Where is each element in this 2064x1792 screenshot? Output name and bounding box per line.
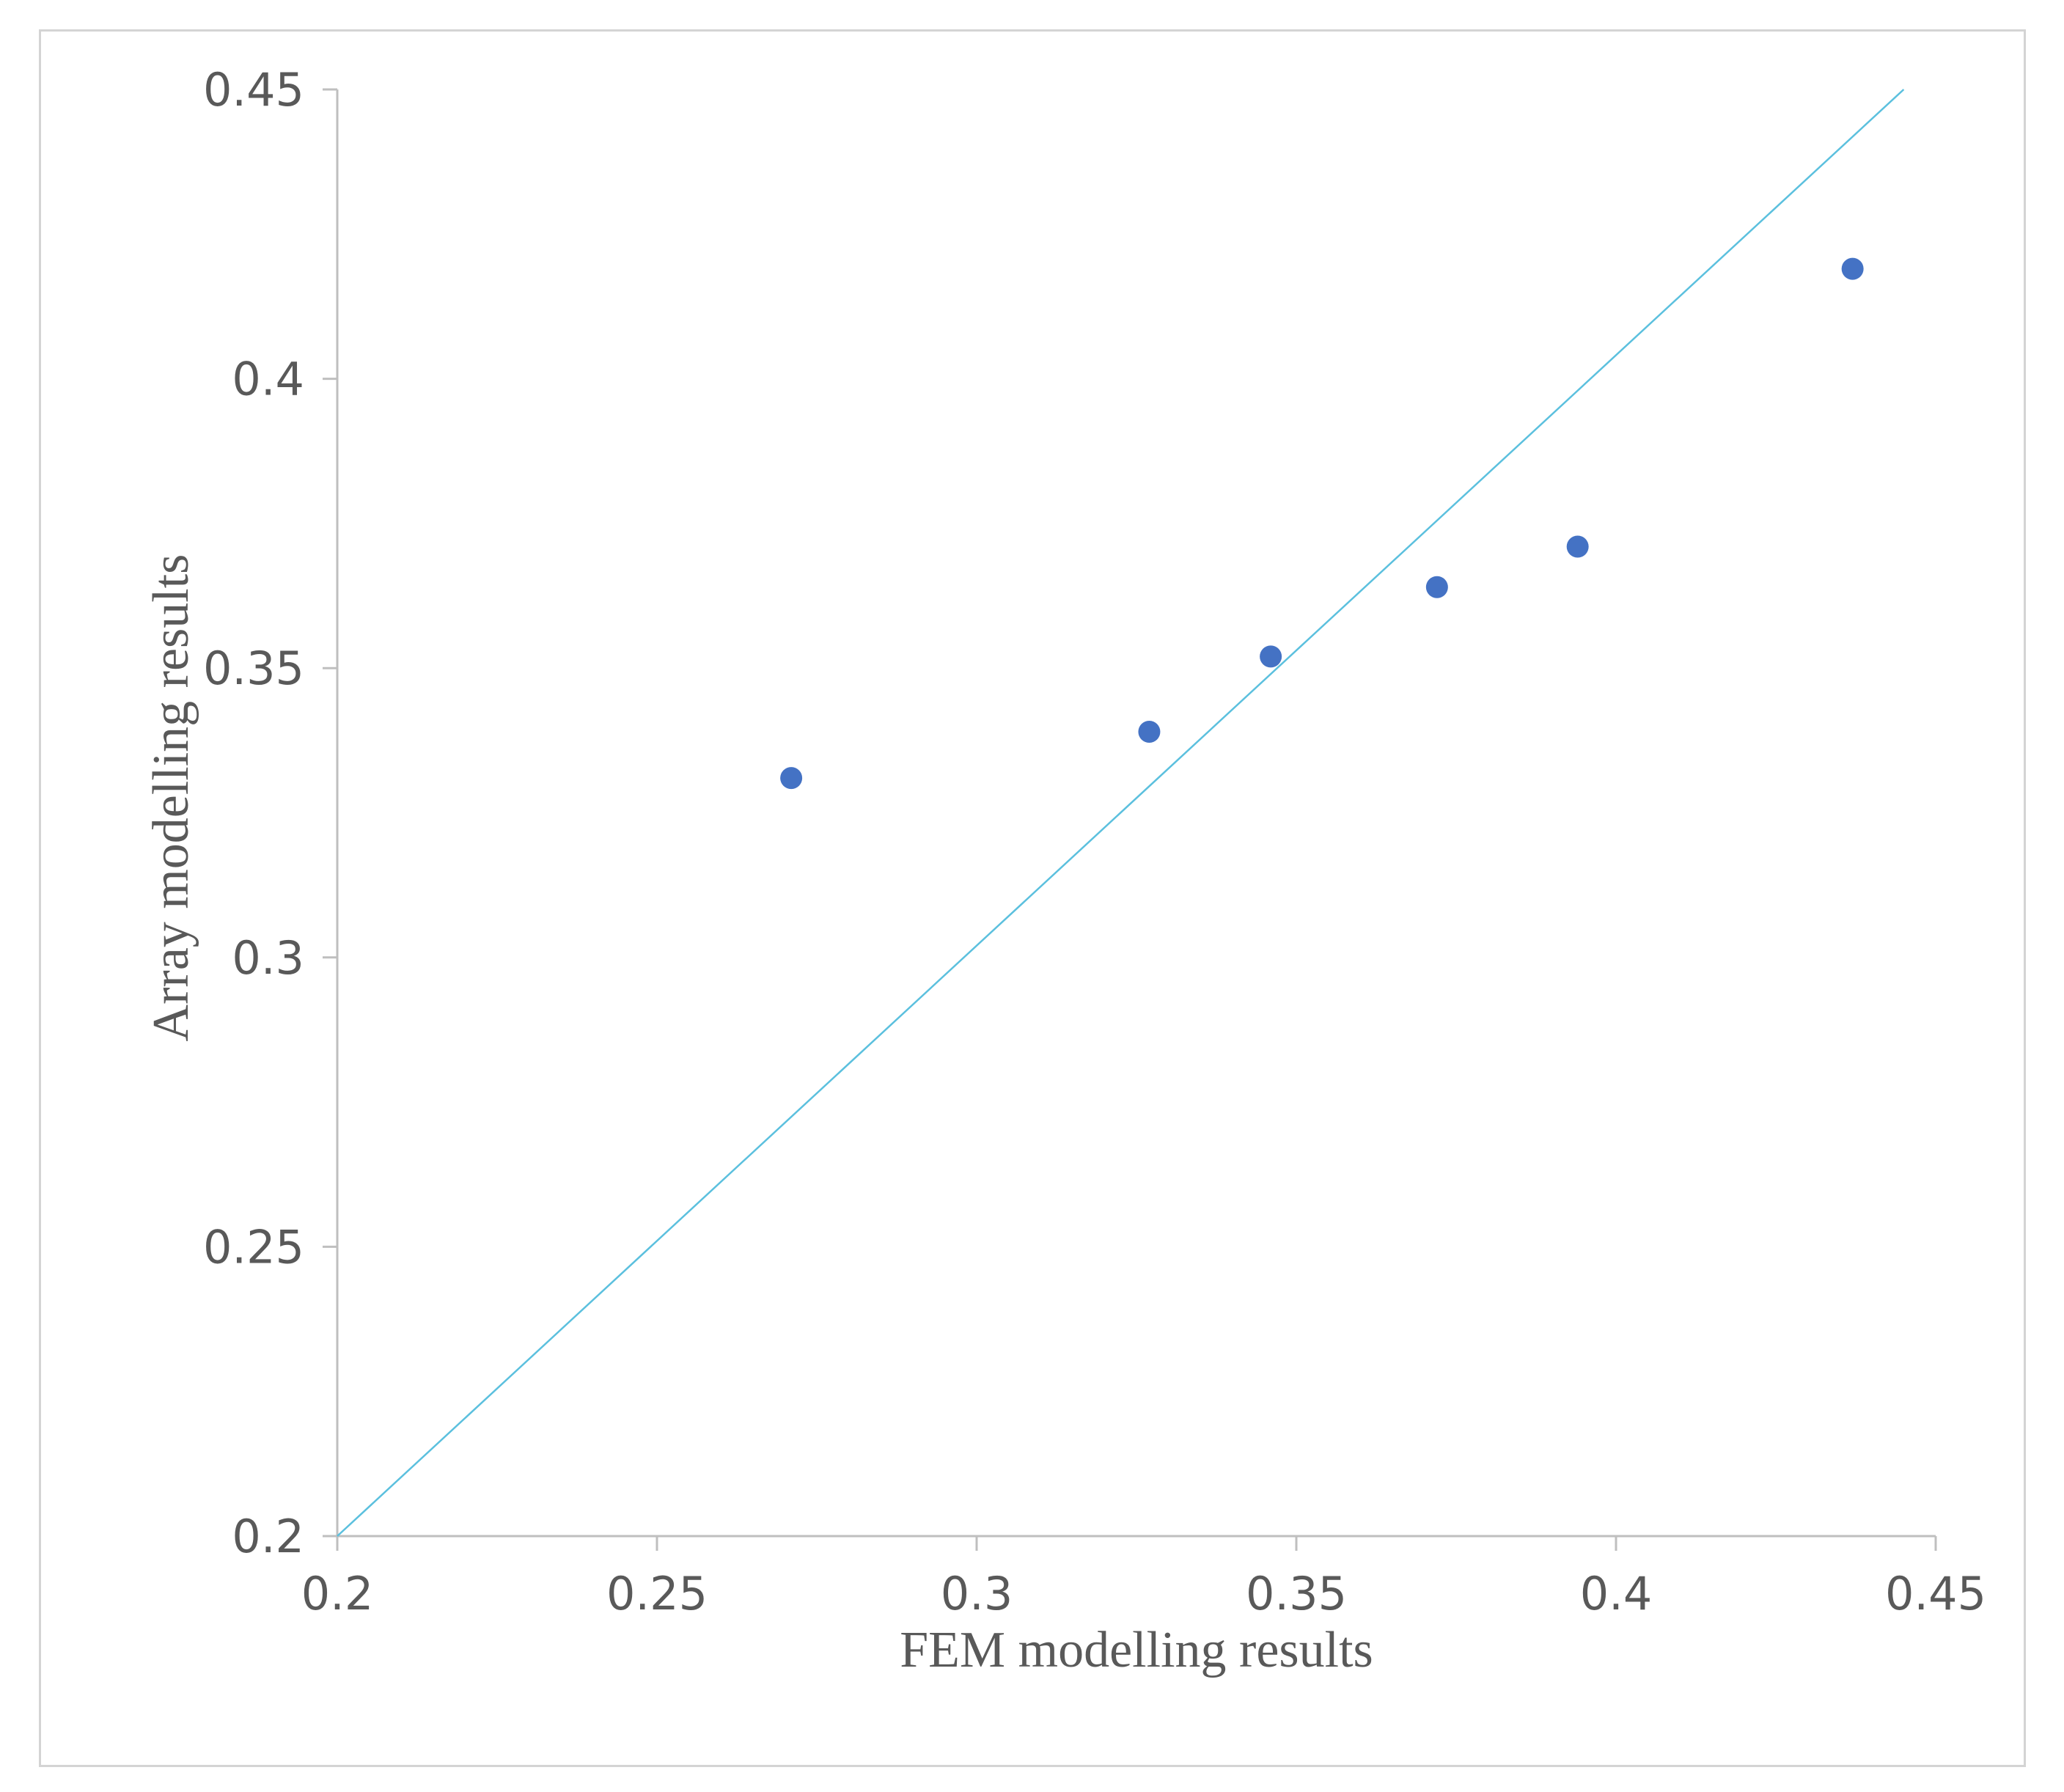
reference-line-layer — [337, 89, 1905, 1537]
tick-labels: 0.2 0.25 0.3 0.35 0.4 0.45 0.2 0.25 0.3 0.35 0.4 0.… — [203, 63, 1986, 1620]
y-tick-label: 0.3 — [232, 931, 304, 985]
y-tick-label: 0.2 — [232, 1510, 304, 1563]
data-point — [1138, 721, 1161, 743]
x-tick-label: 0.25 — [606, 1567, 708, 1620]
data-point — [1260, 645, 1282, 668]
y-tick-label: 0.25 — [203, 1220, 304, 1274]
y-tick-label: 0.45 — [203, 63, 304, 117]
x-tick-label: 0.45 — [1885, 1567, 1986, 1620]
data-point — [1566, 535, 1589, 558]
x-tick-label: 0.4 — [1580, 1567, 1653, 1620]
data-point — [1425, 576, 1448, 598]
y-axis-title: Array modelling results — [143, 554, 199, 1042]
y-tick-label: 0.35 — [203, 642, 304, 695]
x-axis-title: FEM modelling results — [900, 1622, 1373, 1678]
x-tick-label: 0.35 — [1246, 1567, 1347, 1620]
scatter-chart: 0.2 0.25 0.3 0.35 0.4 0.45 0.2 0.25 0.3 0.35 0.4 0.… — [143, 63, 1986, 1678]
data-point — [780, 767, 803, 790]
data-point — [1841, 257, 1864, 280]
axes — [323, 88, 1937, 1551]
chart-frame: 0.2 0.25 0.3 0.35 0.4 0.45 0.2 0.25 0.3 0.35 0.4 0.… — [39, 29, 2026, 1767]
x-tick-label: 0.3 — [941, 1567, 1013, 1620]
data-points — [780, 257, 1864, 790]
reference-line — [337, 89, 1905, 1537]
x-tick-label: 0.2 — [301, 1567, 374, 1620]
y-tick-label: 0.4 — [232, 353, 304, 406]
